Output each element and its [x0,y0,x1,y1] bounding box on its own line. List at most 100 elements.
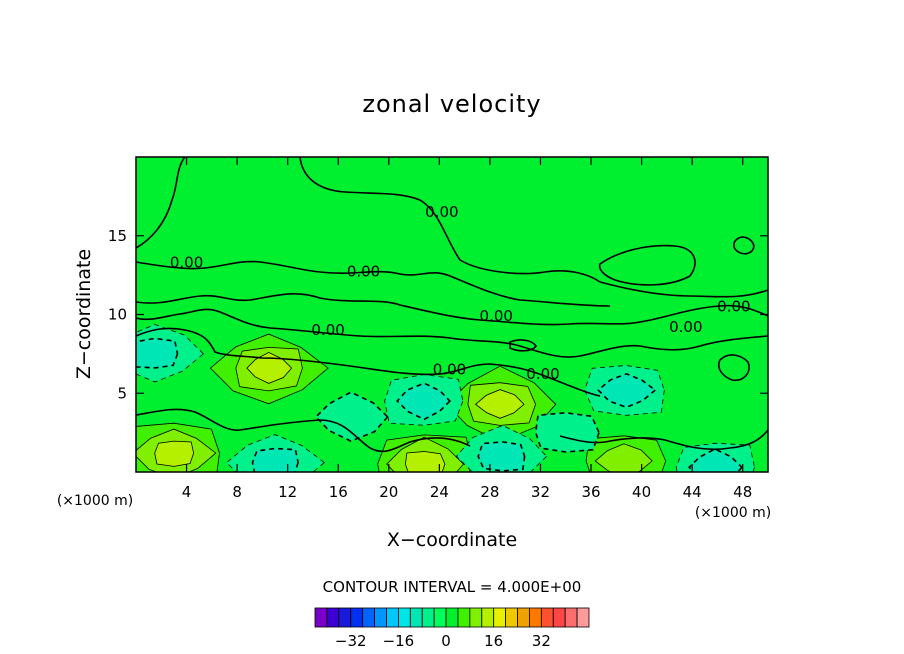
x-tick-label: 8 [232,483,242,501]
contour-region [136,324,204,383]
x-tick-label: 20 [379,483,398,501]
colorbar-swatch [493,607,507,628]
colorbar-swatch [445,607,459,628]
contour-level [396,382,452,421]
zero-contour-line [136,408,471,453]
colorbar-swatch [386,607,399,628]
x-tick-label: 32 [531,483,550,501]
colorbar-swatch [374,607,387,628]
contour-region [446,365,557,443]
zero-contour-line [717,354,750,382]
colorbar-swatch [326,607,340,628]
contour-level [534,411,600,453]
y-tick-label: 15 [108,227,127,245]
contour-interval-label: CONTOUR INTERVAL = 4.000E+00 [323,578,582,596]
contour-label-layer: 0.00 0.00 0.00 0.00 0.00 0.00 0.00 0.00 0.00 [170,203,751,383]
x-tick-label: 44 [683,483,702,501]
colorbar-swatch [576,607,590,628]
contour-region [675,442,755,472]
contour-label: 0.00 [526,365,559,383]
contour-region [314,391,389,442]
contour-region [377,434,473,472]
colorbar-swatch [517,607,530,628]
colorbar-tick-label: −32 [335,632,367,650]
x-tick-label: 4 [182,483,192,501]
colorbar-swatch [338,607,352,628]
x-tick-label: 12 [278,483,297,501]
colorbar-swatch [469,607,483,628]
x-unit-label: (×1000 m) [695,505,771,521]
chart-title: zonal velocity [362,90,541,118]
contour-level [246,351,293,384]
contour-label: 0.00 [433,360,466,378]
colorbar-swatch [433,607,447,628]
contour-fill-layer [136,324,755,472]
y-tick-label: 10 [108,306,127,324]
zero-contour-line [136,157,186,249]
zero-contour-line [598,244,696,286]
zero-contour-line [509,339,537,352]
x-tick-label: 40 [632,483,651,501]
colorbar-swatch [540,607,554,628]
contour-level [597,372,657,409]
x-tick-label: 24 [430,483,449,501]
contour-level [474,389,525,419]
y-tick-label: 5 [117,384,127,402]
colorbar-tick-label: 32 [532,632,551,650]
contour-region [534,411,600,453]
colorbar-swatch [552,607,566,628]
contour-label: 0.00 [717,297,750,315]
colorbar-swatch [350,607,364,628]
contour-region [584,365,665,416]
colorbar-swatch [564,607,578,628]
zero-contour-line [136,260,611,307]
colorbar-tick-label: −16 [383,632,415,650]
x-axis-label: X−coordinate [387,529,517,551]
x-tick-label: 28 [480,483,499,501]
colorbar-tick-label: 16 [484,632,503,650]
zero-contour-line [733,236,755,255]
colorbar-swatch [421,607,435,628]
contour-region [136,422,220,472]
colorbar-swatch [409,607,423,628]
colorbar-swatch [529,607,542,628]
y-axis-label: Z−coordinate [73,249,95,379]
contour-label: 0.00 [311,321,344,339]
contour-level [136,337,179,369]
colorbar: −32 −16 0 16 32 [314,607,590,650]
contour-level [477,441,526,472]
x-tick-label: 36 [581,483,600,501]
x-tick-label: 48 [733,483,752,501]
zero-contour-line [136,308,768,358]
contour-level [251,447,299,472]
colorbar-swatch [505,607,518,628]
contour-level [594,443,653,472]
zero-contour-lines [136,157,768,453]
x-tick-label: 16 [329,483,348,501]
contour-level [154,440,195,467]
zero-contour-line [136,293,768,326]
colorbar-swatch [314,607,328,628]
contour-level [314,391,389,442]
colorbar-swatch [481,607,495,628]
colorbar-swatch [397,607,411,628]
zero-contour-line [136,327,601,397]
zero-contour-line [299,157,768,298]
contour-level [688,448,744,472]
contour-label: 0.00 [170,253,203,271]
contour-level [404,451,446,472]
contour-region [384,374,464,426]
contour-label: 0.00 [347,263,380,281]
contour-label: 0.00 [669,318,702,336]
colorbar-swatch [457,607,471,628]
contour-label: 0.00 [425,203,458,221]
contour-region [585,435,667,472]
zero-contour-line [559,429,768,451]
contour-label: 0.00 [480,307,513,325]
colorbar-swatch [362,607,375,628]
contour-region [226,434,325,472]
colorbar-tick-label: 0 [441,632,451,650]
y-unit-label: (×1000 m) [57,493,133,509]
